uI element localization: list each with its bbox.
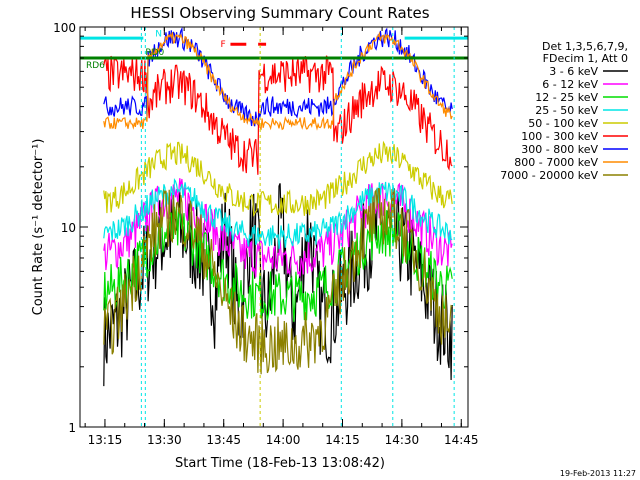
- y-tick-label: 1: [68, 421, 76, 435]
- legend-entry-label: 800 - 7000 keV: [514, 156, 598, 169]
- flag-label-rd6: RD6: [86, 61, 105, 71]
- legend-entry-label: 25 - 50 keV: [535, 104, 598, 117]
- legend-entry-label: 50 - 100 keV: [528, 117, 598, 130]
- series-layer: [103, 26, 453, 387]
- axis-layer: 13:15 13:30 13:45 14:00 14:15 14:30 14:45 1 10 10…: [53, 21, 478, 447]
- x-tick-label: 14:45: [444, 433, 479, 447]
- legend-entry-label: 12 - 25 keV: [535, 91, 598, 104]
- x-tick-label: 14:15: [325, 433, 360, 447]
- legend-entry-label: 6 - 12 keV: [542, 78, 598, 91]
- series-line-100-300-kev: [103, 55, 453, 175]
- legend-entry-label: 7000 - 20000 keV: [500, 169, 598, 182]
- legend-entry-label: 100 - 300 keV: [521, 130, 598, 143]
- x-tick-label: 14:00: [266, 433, 301, 447]
- series-line-7000-20000-kev: [103, 187, 453, 375]
- y-axis-label: Count Rate (s⁻¹ detector⁻¹): [31, 139, 46, 316]
- x-tick-label: 14:30: [385, 433, 420, 447]
- y-tick-label: 10: [61, 221, 76, 235]
- legend: Det 1,3,5,6,7,9,FDecim 1, Att 03 - 6 keV…: [500, 40, 628, 182]
- timestamp: 19-Feb-2013 11:27: [560, 469, 636, 478]
- legend-header-line: Det 1,3,5,6,7,9,: [542, 40, 628, 53]
- y-tick-label: 100: [53, 21, 76, 35]
- flag-label-n: N: [155, 29, 162, 39]
- series-line-50-100-kev: [103, 140, 453, 218]
- flag-label-rd0: RD0: [145, 48, 164, 58]
- flag-label-f: F: [221, 40, 226, 50]
- x-axis-label: Start Time (18-Feb-13 13:08:42): [175, 456, 385, 471]
- chart-title: HESSI Observing Summary Count Rates: [130, 4, 429, 22]
- x-tick-label: 13:15: [88, 433, 123, 447]
- x-tick-label: 13:30: [147, 433, 182, 447]
- x-tick-label: 13:45: [206, 433, 241, 447]
- flag-layer: N RD0 RD6 F: [80, 27, 468, 427]
- legend-entry-label: 300 - 800 keV: [521, 143, 598, 156]
- legend-entry-label: 3 - 6 keV: [549, 65, 598, 78]
- series-line-800-7000-kev: [103, 31, 453, 131]
- legend-header-line: FDecim 1, Att 0: [543, 52, 628, 65]
